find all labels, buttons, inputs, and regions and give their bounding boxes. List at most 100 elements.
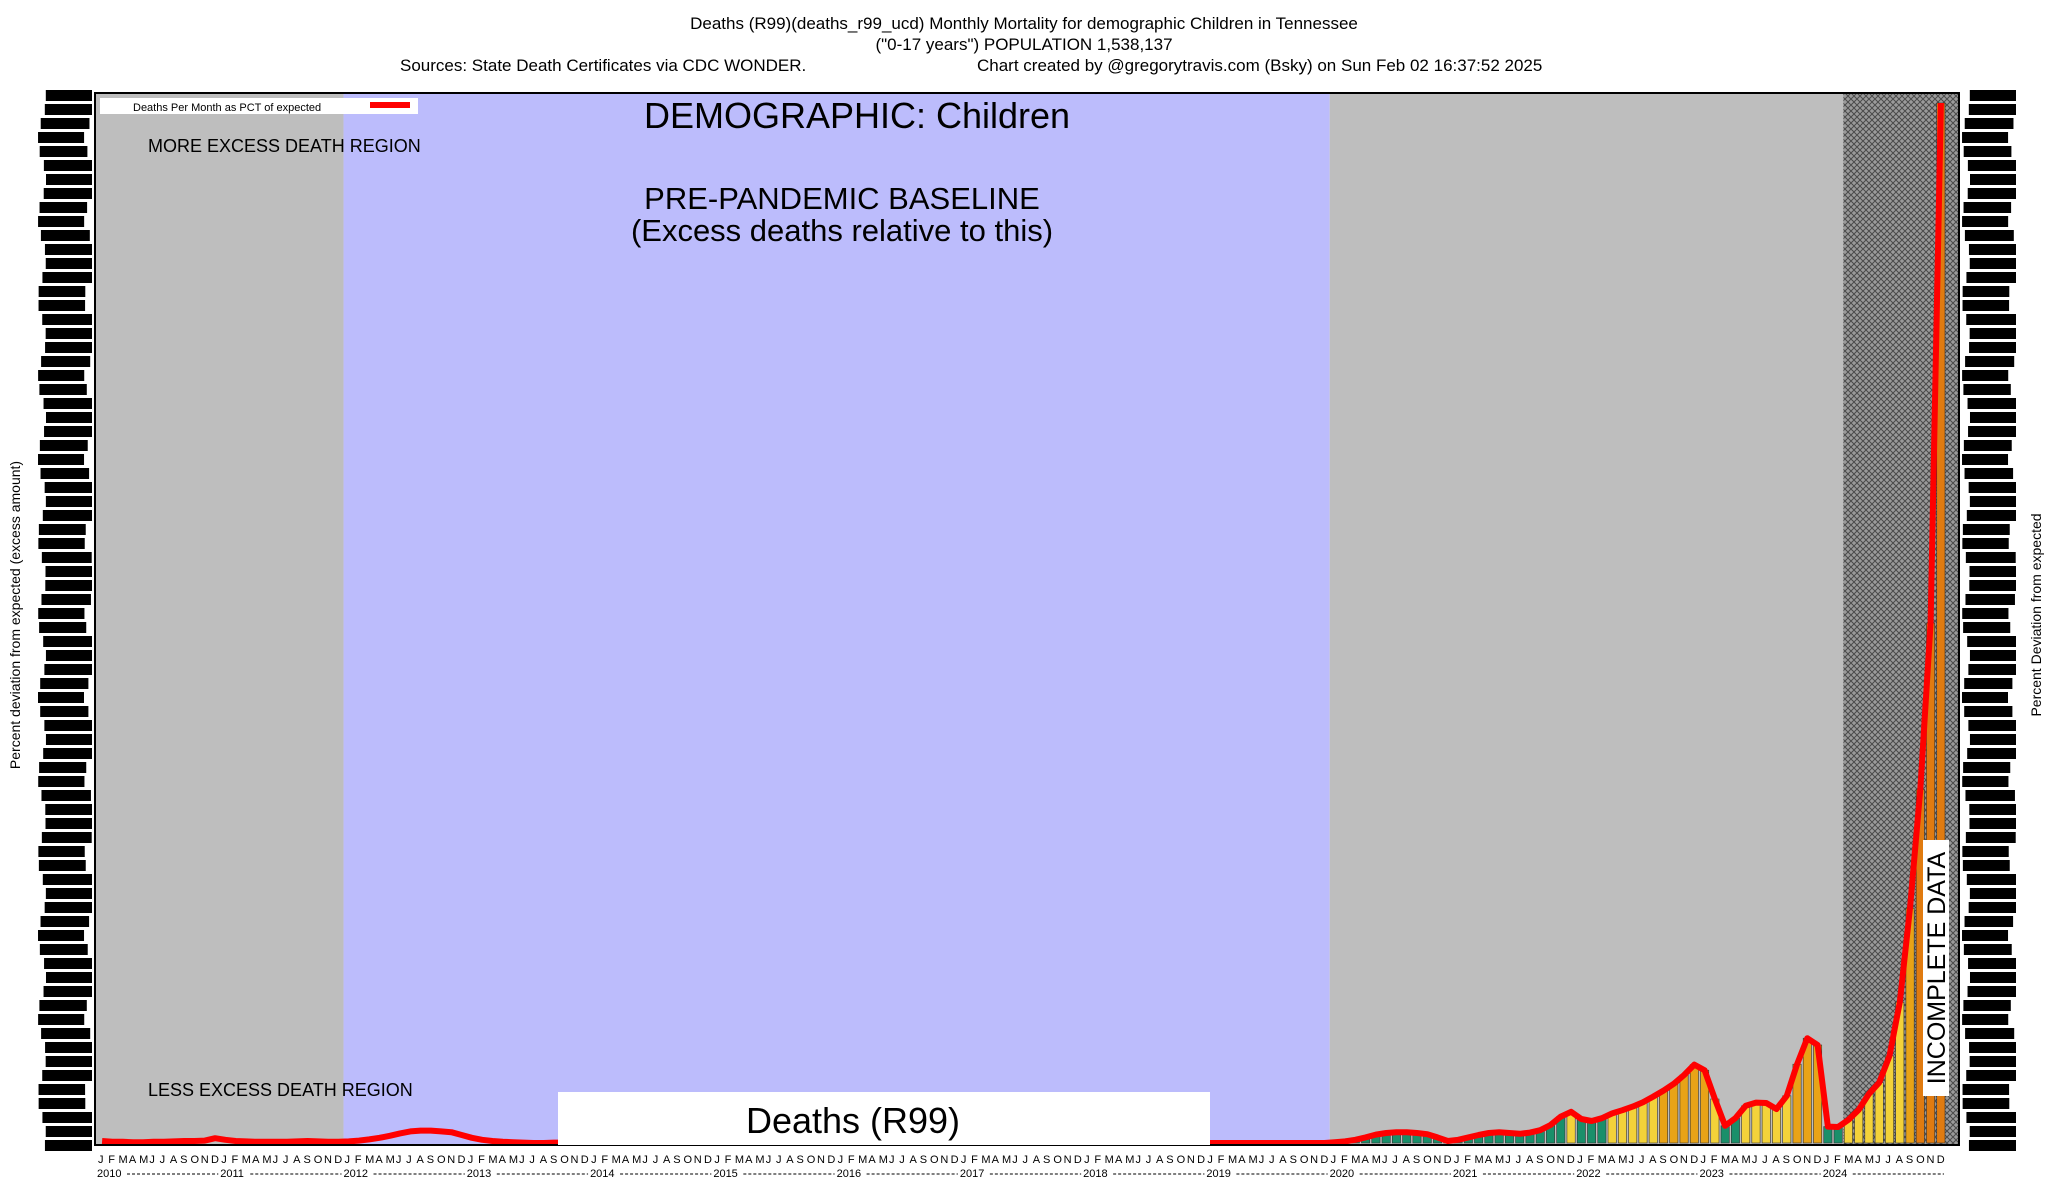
x-tick-label: J [1454,1154,1460,1166]
tick-label-mark [38,860,86,871]
x-tick-label: N [817,1154,825,1166]
tick-label-mark [1969,888,2016,899]
x-tick-label: F [1587,1154,1594,1166]
x-tick-label: J [1516,1154,1522,1166]
x-tick-label: M [1248,1154,1257,1166]
x-tick-label: M [755,1154,764,1166]
tick-label-mark [40,678,89,689]
x-year-label: 2017 [960,1168,984,1180]
x-tick-label: F [1834,1154,1841,1166]
tick-label-mark [1966,510,2016,521]
tick-label-mark [41,790,91,801]
tick-label-mark [1963,1000,2011,1011]
tick-label-mark [1962,608,2009,619]
x-tick-label: D [951,1154,959,1166]
tick-label-mark [41,356,91,367]
tick-label-mark [1968,958,2016,969]
bar [1874,1082,1884,1144]
tick-label-mark [1969,650,2016,661]
tick-label-mark [39,944,88,955]
x-tick-label: J [714,1154,720,1166]
incomplete-label: INCOMPLETE DATA [1923,851,1951,1084]
x-tick-label: A [1485,1154,1493,1166]
x-tick-label: A [499,1154,507,1166]
tick-label-mark [1966,874,2016,885]
y-axis-label-left: Percent deviation from expected (excess … [7,461,23,769]
x-tick-label: N [1064,1154,1072,1166]
tick-label-mark [38,370,85,381]
tick-label-mark [39,1000,87,1011]
x-tick-label: O [437,1154,446,1166]
tick-label-mark [42,510,92,521]
tick-label-mark [38,1084,86,1095]
tick-label-mark [42,314,92,325]
x-year-label: 2024 [1823,1168,1847,1180]
tick-label-mark [1967,160,2016,171]
tick-label-mark [45,888,92,899]
tick-label-mark [39,762,87,773]
x-tick-label: A [293,1154,301,1166]
tick-label-mark [1963,384,2011,395]
tick-label-mark [41,832,92,843]
x-tick-label: A [416,1154,424,1166]
tick-label-mark [1963,440,2012,451]
x-tick-label: A [1731,1154,1739,1166]
tick-label-mark [38,524,86,535]
x-year-label: 2019 [1206,1168,1230,1180]
tick-label-mark [42,1070,92,1081]
x-tick-label: F [1464,1154,1471,1166]
x-tick-label: M [262,1154,271,1166]
tick-label-mark [1966,272,2016,283]
tick-label-mark [1965,790,2015,801]
less-excess-label: LESS EXCESS DEATH REGION [148,1080,413,1100]
tick-label-mark [45,650,92,661]
x-tick-label: J [1207,1154,1213,1166]
x-tick-label: J [468,1154,474,1166]
x-tick-label: S [550,1154,557,1166]
x-tick-label: F [1711,1154,1718,1166]
x-tick-label: J [1700,1154,1706,1166]
x-tick-label: A [1033,1154,1041,1166]
x-tick-label: A [1649,1154,1657,1166]
tick-label-mark [1968,244,2016,255]
tick-label-mark [1969,566,2016,577]
tick-label-mark [1963,146,2012,157]
tick-label-mark [45,580,92,591]
tick-label-mark [42,1112,92,1123]
x-tick-label: J [1382,1154,1388,1166]
tick-label-mark [38,930,85,941]
tick-label-mark [1969,972,2016,983]
tick-label-mark [43,748,92,759]
x-tick-label: M [1474,1154,1483,1166]
tick-label-mark [38,1014,85,1025]
tick-label-mark [40,230,90,241]
tick-label-mark [1968,902,2016,913]
x-tick-label: O [314,1154,323,1166]
x-tick-label: D [1320,1154,1328,1166]
tick-label-mark [38,776,85,787]
tick-label-mark [39,384,87,395]
x-tick-label: A [1361,1154,1369,1166]
x-tick-label: O [930,1154,939,1166]
tick-label-mark [1969,1042,2016,1053]
tick-label-mark [1968,482,2016,493]
x-tick-label: J [529,1154,535,1166]
bar [1669,1083,1679,1144]
x-axis-year-labels: 2010 2011 2012 2013 2014 2015 2016 2017 2018 2019… [97,1168,1944,1180]
x-tick-label: N [694,1154,702,1166]
x-year-label: 2011 [220,1168,244,1180]
tick-label-mark [1969,804,2016,815]
x-tick-label: N [1310,1154,1318,1166]
x-tick-label: J [838,1154,844,1166]
tick-label-mark [1969,174,2016,185]
tick-label-mark [1968,104,2016,115]
x-tick-label: N [940,1154,948,1166]
x-tick-label: J [149,1154,155,1166]
x-tick-label: D [1444,1154,1452,1166]
x-tick-label: S [673,1154,680,1166]
x-tick-label: J [160,1154,166,1166]
x-tick-label: S [1906,1154,1913,1166]
x-tick-label: O [1177,1154,1186,1166]
x-tick-label: M [981,1154,990,1166]
tick-label-mark [44,244,92,255]
